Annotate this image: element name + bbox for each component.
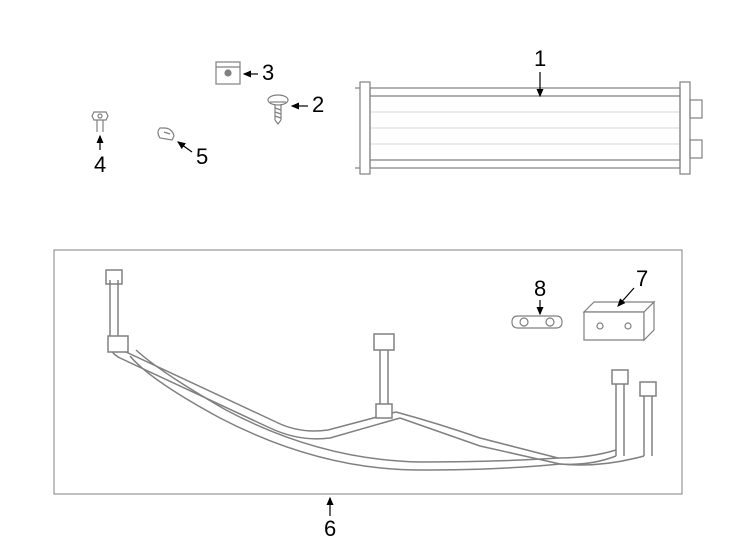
callout-2-label: 2 [312, 92, 324, 117]
callout-7-label: 7 [636, 266, 648, 291]
callout-5-label: 5 [196, 144, 208, 169]
part-1-cooler [355, 82, 702, 174]
part-3-clip [216, 62, 240, 84]
part-8-seal [512, 316, 562, 328]
callout-5-arrow [178, 142, 192, 152]
part-5-clip [158, 128, 174, 140]
callout-8-label: 8 [534, 276, 546, 301]
callout-6-label: 6 [324, 516, 336, 540]
part-6-hose-assembly [106, 270, 656, 470]
callout-4-label: 4 [94, 152, 106, 177]
part-4-nut [92, 112, 108, 132]
callout-3-label: 3 [262, 60, 274, 85]
callout-1-label: 1 [534, 46, 546, 71]
parts-diagram: 1 2 3 4 5 6 7 8 [0, 0, 734, 540]
part-2-bolt [268, 95, 288, 124]
part-7-bracket [584, 302, 654, 340]
